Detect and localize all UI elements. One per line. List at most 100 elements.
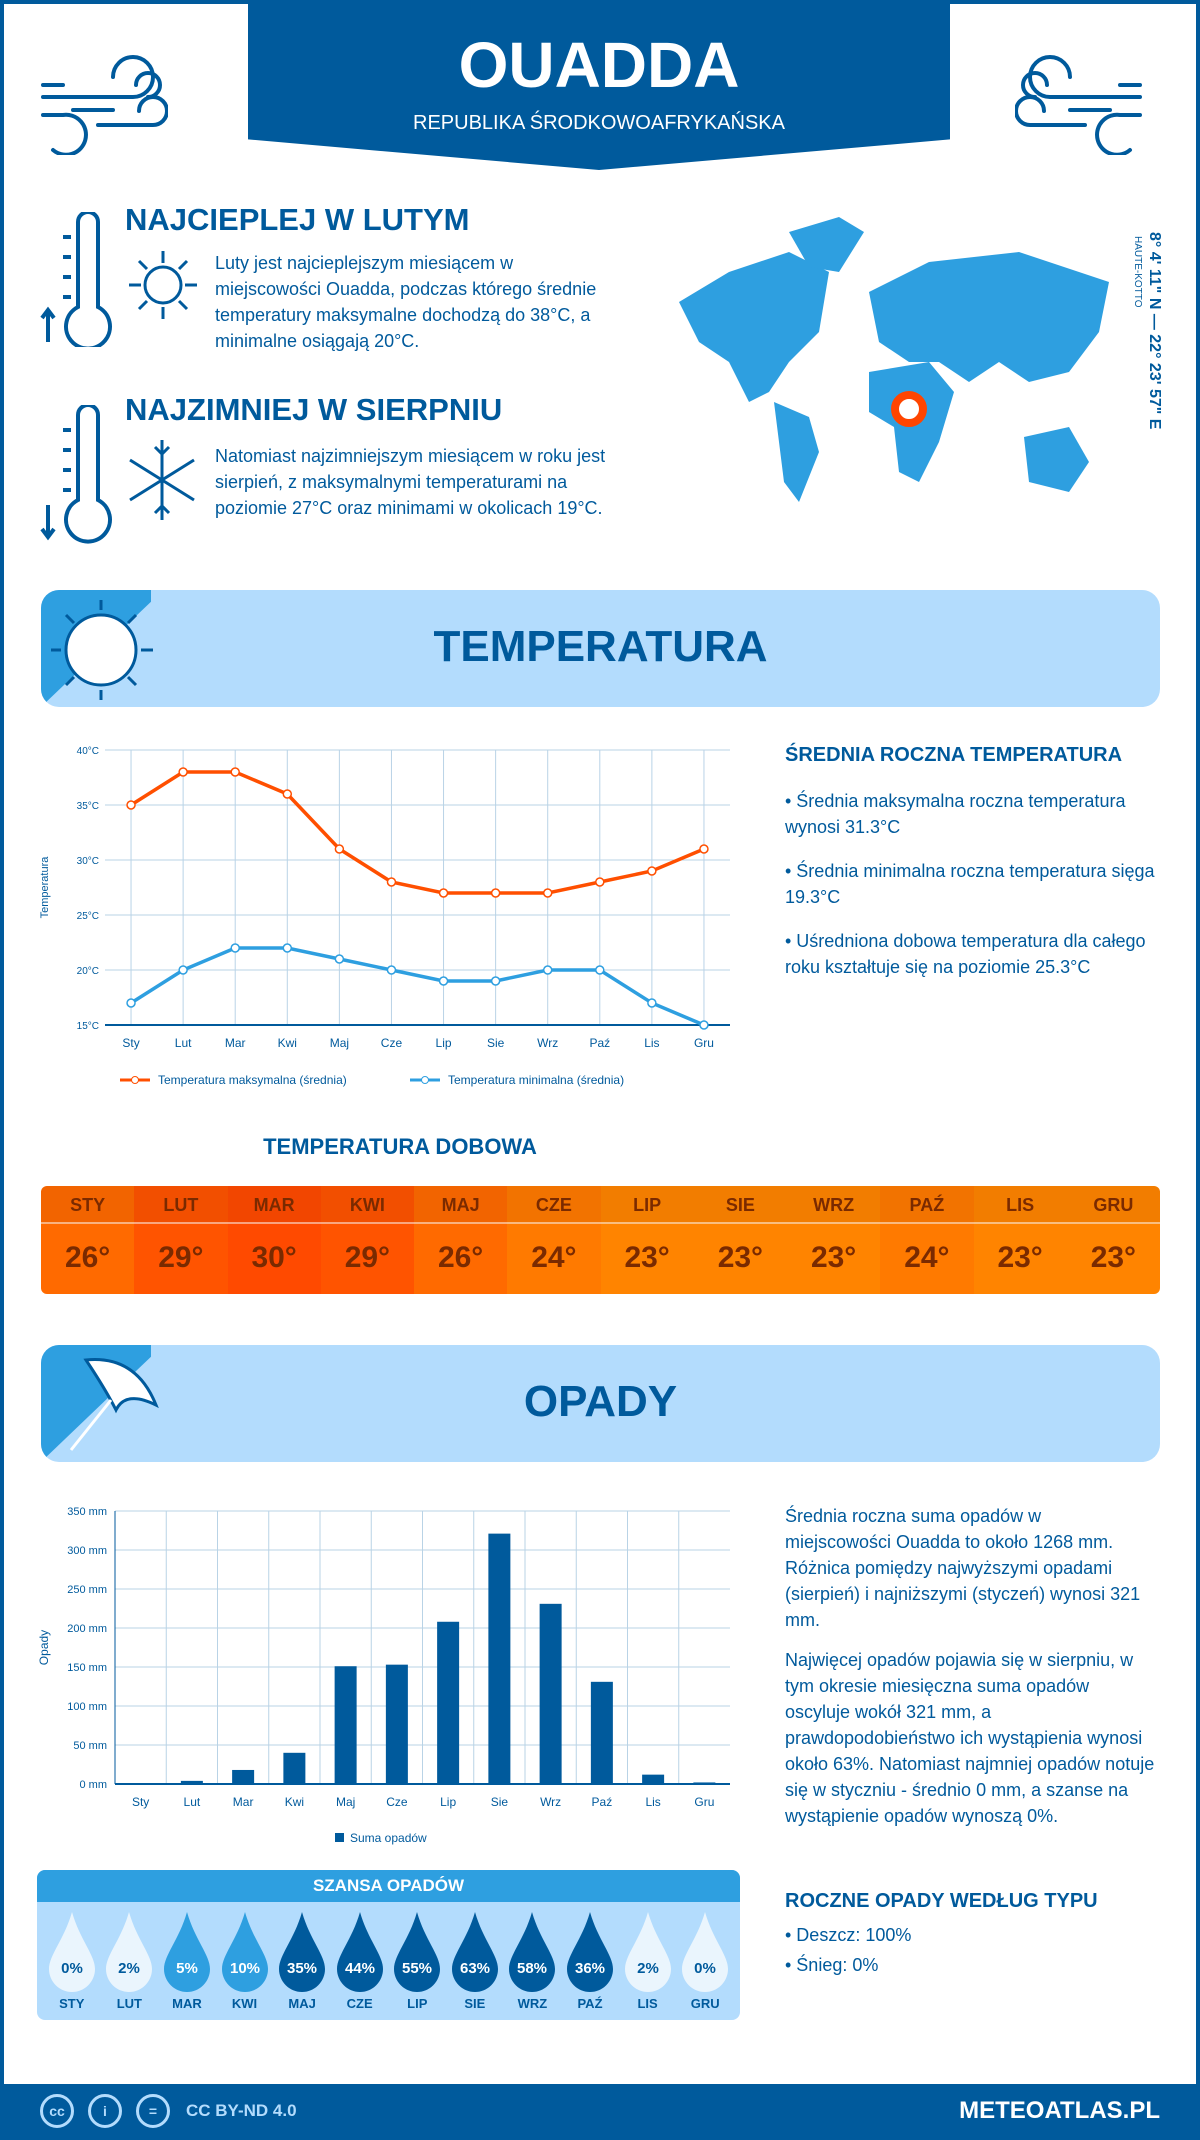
legend-label: Temperatura minimalna (średnia) <box>448 1073 624 1087</box>
x-tick-label: Lip <box>436 1036 452 1050</box>
country-subtitle: REPUBLIKA ŚRODKOWOAFRYKAŃSKA <box>413 112 785 134</box>
chance-value: 0% <box>694 1960 716 1977</box>
month-label: GRU <box>1066 1186 1160 1224</box>
series-line <box>130 946 705 1027</box>
legend-marker <box>421 1076 429 1084</box>
x-tick-label: Sie <box>491 1795 509 1809</box>
month-label: LIP <box>600 1186 694 1224</box>
bar <box>334 1666 357 1784</box>
daily-temp-value: 26° <box>437 1241 484 1274</box>
month-label: LIS <box>973 1186 1067 1224</box>
data-point <box>542 888 553 898</box>
daily-temp-column: LUT 29° <box>134 1186 228 1294</box>
x-tick-label: Kwi <box>278 1036 297 1050</box>
chance-value: 36% <box>575 1960 605 1977</box>
bar <box>232 1769 255 1784</box>
data-point <box>126 800 136 810</box>
x-tick-label: Lis <box>644 1036 659 1050</box>
daily-temp-value: 26° <box>64 1241 111 1274</box>
wind-icon <box>41 55 168 155</box>
y-tick-label: 100 mm <box>67 1701 107 1713</box>
x-tick-label: Lis <box>645 1795 660 1809</box>
raindrop-icon: 2% <box>624 1912 671 1992</box>
y-tick-label: 350 mm <box>67 1506 107 1518</box>
raindrop-icon: 5% <box>163 1912 210 1992</box>
precip-chance-item: 2% LUT <box>101 1910 159 2011</box>
data-point <box>178 767 188 777</box>
y-tick-label: 250 mm <box>67 1584 107 1596</box>
data-point <box>334 954 345 964</box>
y-tick-label: 0 mm <box>80 1779 108 1791</box>
umbrella-rain-icon <box>69 1358 159 1451</box>
bar <box>180 1780 203 1784</box>
bar <box>539 1603 562 1784</box>
precipitation-banner: OPADY <box>41 1345 1160 1462</box>
data-point <box>282 943 293 953</box>
coordinates: 8° 4' 11" N — 22° 23' 57" E <box>1146 232 1163 430</box>
thermometer-down-icon <box>40 405 112 544</box>
data-point <box>438 888 449 898</box>
chance-value: 2% <box>119 1960 141 1977</box>
daily-temp-column: STY 26° <box>41 1186 135 1294</box>
x-tick-label: Paź <box>592 1795 613 1809</box>
month-label: LIS <box>637 1996 658 2011</box>
month-label: CZE <box>346 1996 373 2011</box>
series-line <box>130 770 705 895</box>
month-label: PAŹ <box>880 1186 974 1224</box>
x-tick-label: Mar <box>233 1795 254 1809</box>
no-derivatives-icon: = <box>136 2094 170 2128</box>
daily-temp-column: MAJ 26° <box>414 1186 508 1294</box>
legend-swatch <box>335 1833 344 1842</box>
x-tick-label: Gru <box>694 1795 714 1809</box>
x-tick-label: Gru <box>694 1036 714 1050</box>
x-tick-label: Cze <box>381 1036 403 1050</box>
warmest-text: Luty jest najcieplejszym miesiącem w mie… <box>215 253 597 351</box>
raindrop-icon: 58% <box>509 1912 556 1992</box>
warmest-title: NAJCIEPLEJ W LUTYM <box>125 202 470 237</box>
y-axis-label: Opady <box>37 1630 51 1665</box>
month-label: PAŹ <box>577 1996 603 2011</box>
site-link[interactable]: METEOATLAS.PL <box>959 2097 1160 2124</box>
y-tick-label: 35°C <box>77 801 99 812</box>
chance-value: 44% <box>345 1960 375 1977</box>
x-tick-label: Lip <box>440 1795 456 1809</box>
raindrop-icon: 36% <box>566 1912 613 1992</box>
x-tick-label: Paź <box>589 1036 610 1050</box>
x-tick-label: Wrz <box>537 1036 558 1050</box>
data-point <box>490 888 501 898</box>
data-point <box>126 998 136 1008</box>
precip-chance-item: 55% LIP <box>388 1910 446 2011</box>
chance-value: 0% <box>61 1960 83 1977</box>
chance-value: 58% <box>517 1960 547 1977</box>
data-point <box>386 965 397 975</box>
y-tick-label: 20°C <box>77 966 99 977</box>
raindrop-icon: 55% <box>394 1912 441 1992</box>
x-tick-label: Cze <box>386 1795 408 1809</box>
x-tick-label: Lut <box>175 1036 192 1050</box>
license-label[interactable]: CC BY-ND 4.0 <box>186 2101 297 2120</box>
daily-temp-column: GRU 23° <box>1066 1186 1160 1294</box>
precip-chance-item: 44% CZE <box>331 1910 389 2011</box>
chance-value: 55% <box>402 1960 432 1977</box>
location-marker <box>891 391 927 427</box>
daily-temp-value: 23° <box>810 1241 857 1274</box>
precip-chance-item: 0% STY <box>43 1910 101 2011</box>
x-tick-label: Sie <box>487 1036 505 1050</box>
raindrop-icon: 0% <box>48 1912 95 1992</box>
precip-chance-item: 36% PAŹ <box>561 1910 619 2011</box>
rain-share: • Deszcz: 100% <box>785 1925 912 1945</box>
y-tick-label: 15°C <box>77 1021 99 1032</box>
y-tick-label: 150 mm <box>67 1662 107 1674</box>
data-point <box>595 877 605 887</box>
precip-types-title: ROCZNE OPADY WEDŁUG TYPU <box>785 1890 1098 1912</box>
precipitation-chart: 0 mm 50 mm 100 mm 150 mm 200 mm 250 mm 300 mm 3… <box>37 1506 730 1845</box>
chance-value: 2% <box>637 1960 659 1977</box>
thermometer-up-icon <box>40 212 112 347</box>
month-label: SIE <box>693 1186 787 1224</box>
daily-temp-column: PAŹ 24° <box>880 1186 974 1294</box>
wind-icon <box>1015 55 1142 155</box>
daily-temp-column: CZE 24° <box>507 1186 601 1294</box>
bar <box>590 1681 613 1784</box>
temp-summary-title: ŚREDNIA ROCZNA TEMPERATURA <box>785 744 1123 766</box>
daily-temp-column: WRZ 23° <box>787 1186 881 1294</box>
